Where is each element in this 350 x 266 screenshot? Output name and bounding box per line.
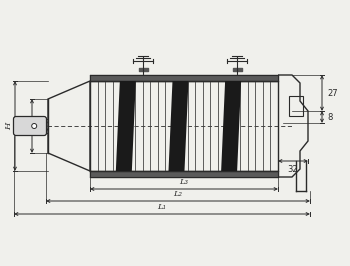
Circle shape	[32, 123, 37, 128]
FancyBboxPatch shape	[14, 117, 47, 135]
Text: 8: 8	[327, 113, 332, 122]
Polygon shape	[116, 81, 136, 171]
Text: h: h	[22, 123, 30, 129]
Text: L₂: L₂	[174, 190, 182, 198]
Polygon shape	[168, 81, 189, 171]
Text: L₁: L₁	[158, 203, 167, 211]
Text: 32: 32	[288, 165, 298, 174]
Text: 27: 27	[327, 89, 338, 98]
Text: H: H	[5, 122, 13, 130]
Polygon shape	[221, 81, 241, 171]
Text: L₃: L₃	[180, 178, 189, 186]
Text: 17: 17	[42, 121, 50, 131]
